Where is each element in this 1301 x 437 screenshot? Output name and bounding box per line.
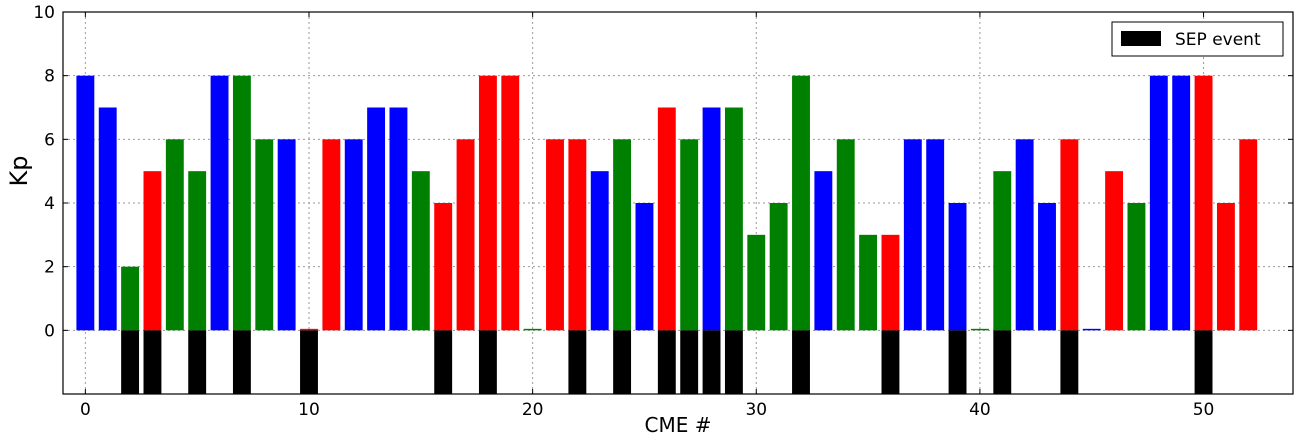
kp-bar-22	[568, 139, 587, 331]
kp-bar-1	[98, 107, 117, 331]
x-tick-label-40: 40	[969, 400, 991, 420]
sep-bar-39	[948, 330, 967, 394]
y-axis-ticks: 0 2 4 6 8 10	[33, 3, 1293, 341]
sep-bar-50	[1194, 330, 1213, 394]
sep-bar-7	[232, 330, 251, 394]
x-tick-label-10: 10	[298, 400, 320, 420]
x-axis-label: CME #	[645, 413, 712, 437]
y-tick-label-2: 2	[44, 258, 55, 278]
kp-bar-8	[255, 139, 274, 331]
kp-bar-9	[277, 139, 296, 331]
sep-bar-41	[993, 330, 1012, 394]
kp-bar-48	[1149, 75, 1168, 331]
kp-bar-41	[993, 171, 1012, 331]
kp-bar-6	[210, 75, 229, 331]
kp-bar-18	[478, 75, 497, 331]
kp-bar-34	[836, 139, 855, 331]
sep-bar-22	[568, 330, 587, 394]
kp-bar-37	[903, 139, 922, 331]
sep-bar-26	[657, 330, 676, 394]
kp-bar-2	[121, 266, 140, 331]
x-tick-label-50: 50	[1193, 400, 1215, 420]
kp-bar-33	[814, 171, 833, 331]
kp-bars	[76, 75, 1258, 331]
legend: SEP event	[1111, 21, 1284, 57]
kp-bar-49	[1172, 75, 1191, 331]
kp-bar-43	[1038, 203, 1056, 331]
kp-bar-5	[188, 171, 207, 331]
kp-bar-20	[523, 328, 542, 331]
x-axis-ticks: 0 10 20 30 40 50	[80, 12, 1214, 420]
sep-bar-2	[121, 330, 140, 394]
kp-bar-4	[165, 139, 184, 331]
kp-bar-42	[1015, 139, 1034, 331]
kp-bar-40	[970, 328, 989, 331]
kp-bar-14	[389, 107, 408, 331]
kp-bar-25	[635, 203, 654, 331]
kp-bar-24	[613, 139, 632, 331]
kp-bar-38	[926, 139, 945, 331]
y-tick-label-10: 10	[33, 3, 55, 23]
kp-bar-46	[1105, 171, 1124, 331]
kp-bar-50	[1194, 75, 1213, 331]
kp-bar-26	[657, 107, 676, 331]
sep-bar-32	[792, 330, 810, 394]
y-tick-label-8: 8	[44, 67, 55, 87]
kp-bar-52	[1239, 139, 1258, 331]
kp-bar-3	[143, 171, 162, 331]
legend-label-sep: SEP event	[1175, 30, 1261, 50]
sep-bar-36	[881, 330, 900, 394]
kp-bar-16	[434, 203, 453, 331]
kp-bar-7	[232, 75, 251, 331]
sep-bar-27	[680, 330, 699, 394]
kp-bar-11	[322, 139, 341, 331]
kp-bar-47	[1127, 203, 1146, 331]
sep-bar-44	[1060, 330, 1079, 394]
sep-bar-10	[300, 330, 318, 394]
kp-bar-36	[881, 234, 900, 331]
kp-bar-31	[769, 203, 788, 331]
legend-swatch-sep	[1121, 31, 1161, 46]
kp-bar-21	[546, 139, 564, 331]
kp-bar-19	[501, 75, 520, 331]
kp-bar-45	[1082, 328, 1101, 331]
kp-bar-44	[1060, 139, 1079, 331]
kp-bar-10	[300, 328, 318, 331]
x-tick-label-30: 30	[745, 400, 767, 420]
kp-bar-29	[724, 107, 743, 331]
kp-bar-28	[702, 107, 721, 331]
kp-bar-32	[792, 75, 810, 331]
y-tick-label-0: 0	[44, 321, 55, 341]
kp-bar-13	[367, 107, 386, 331]
kp-bar-27	[680, 139, 699, 331]
y-tick-label-4: 4	[44, 194, 55, 214]
kp-bar-39	[948, 203, 967, 331]
kp-bar-23	[590, 171, 609, 331]
kp-bar-51	[1216, 203, 1235, 331]
kp-bar-12	[344, 139, 363, 331]
sep-bar-16	[434, 330, 453, 394]
kp-bar-30	[747, 234, 766, 331]
kp-bar-15	[411, 171, 430, 331]
x-tick-label-20: 20	[522, 400, 544, 420]
x-tick-label-0: 0	[80, 400, 91, 420]
sep-bar-28	[702, 330, 721, 394]
kp-bar-17	[456, 139, 475, 331]
sep-bar-5	[188, 330, 207, 394]
sep-bar-18	[478, 330, 497, 394]
kp-bar-0	[76, 75, 95, 331]
sep-bar-3	[143, 330, 162, 394]
sep-event-bars	[121, 330, 1213, 394]
y-axis-label: Kp	[5, 156, 33, 187]
y-tick-label-6: 6	[44, 130, 55, 150]
sep-bar-24	[613, 330, 632, 394]
kp-bar-35	[859, 234, 878, 331]
sep-bar-29	[724, 330, 743, 394]
